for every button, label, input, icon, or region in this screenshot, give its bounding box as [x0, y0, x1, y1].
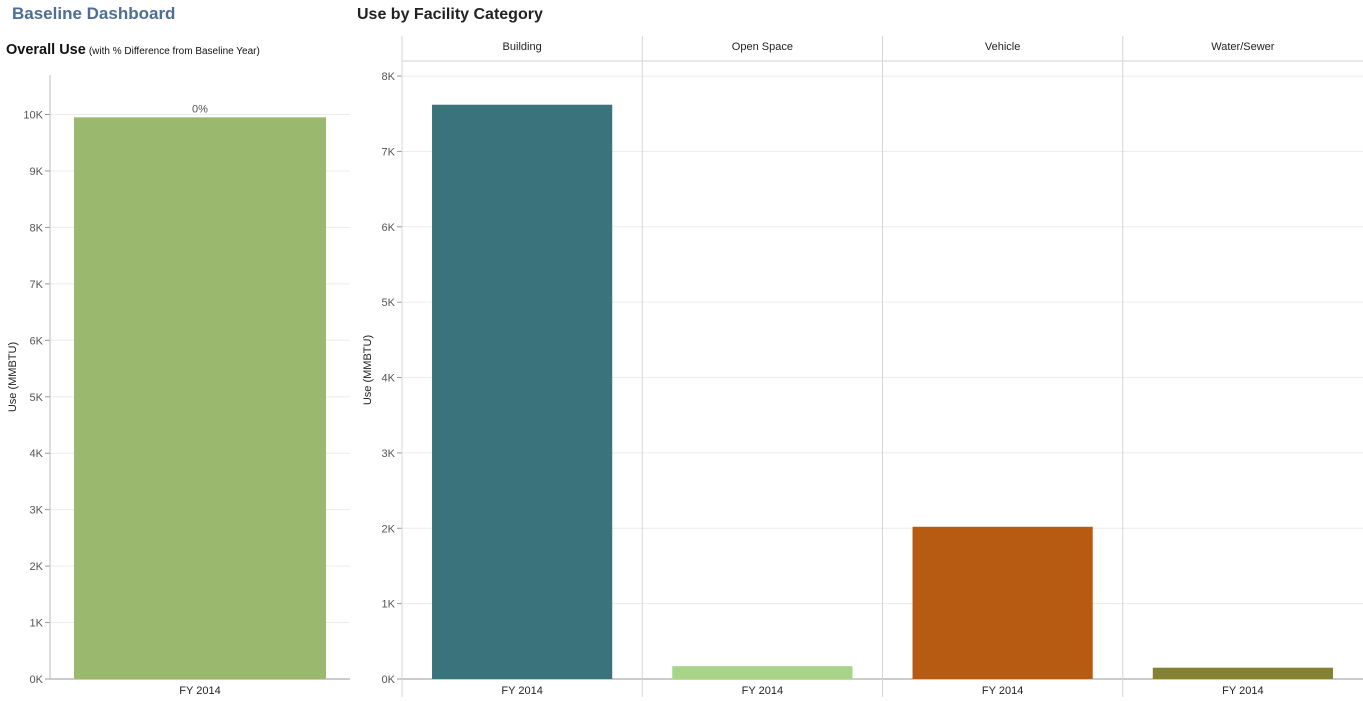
category-bar [912, 526, 1093, 679]
overall-bar-data-label: 0% [192, 103, 208, 115]
category-panel-header: Building [503, 41, 542, 53]
category-bar [1152, 667, 1333, 679]
overall-y-tick-label: 1K [30, 618, 44, 630]
overall-x-tick-label: FY 2014 [179, 685, 220, 697]
overall-y-tick-label: 10K [23, 110, 43, 122]
category-y-tick-label: 2K [382, 523, 396, 535]
category-y-tick-label: 7K [382, 146, 396, 158]
overall-chart-title: Overall Use (with % Difference from Basel… [6, 42, 260, 58]
overall-y-axis-label: Use (MMBTU) [7, 342, 19, 412]
category-x-tick-label: FY 2014 [501, 685, 542, 697]
category-bar [432, 104, 613, 679]
category-y-tick-label: 4K [382, 373, 396, 385]
dashboard-title: Baseline Dashboard [12, 4, 176, 23]
overall-y-tick-label: 7K [30, 279, 44, 291]
overall-y-tick-label: 2K [30, 561, 44, 573]
category-y-tick-label: 5K [382, 297, 396, 309]
overall-y-tick-label: 8K [30, 222, 44, 234]
overall-title-note: (with % Difference from Baseline Year) [88, 46, 260, 57]
category-y-tick-label: 3K [382, 448, 396, 460]
category-chart-title: Use by Facility Category [357, 6, 543, 23]
overall-y-tick-label: 3K [30, 505, 44, 517]
overall-title-text: Overall Use [6, 42, 86, 58]
overall-y-tick-label: 0K [30, 674, 44, 686]
category-panel-header: Vehicle [985, 41, 1020, 53]
category-x-tick-label: FY 2014 [982, 685, 1023, 697]
overall-y-tick-label: 9K [30, 166, 44, 178]
category-y-tick-label: 6K [382, 222, 396, 234]
category-x-tick-label: FY 2014 [742, 685, 783, 697]
category-y-axis-label: Use (MMBTU) [362, 335, 374, 405]
category-x-tick-label: FY 2014 [1222, 685, 1263, 697]
overall-y-tick-label: 5K [30, 392, 44, 404]
overall-y-tick-label: 4K [30, 448, 44, 460]
category-y-tick-label: 1K [382, 599, 396, 611]
category-panel-header: Open Space [732, 41, 793, 53]
category-panel-header: Water/Sewer [1211, 41, 1275, 53]
category-bar [672, 666, 853, 679]
overall-y-tick-label: 6K [30, 335, 44, 347]
overall-bar [74, 117, 326, 680]
category-y-tick-label: 0K [382, 674, 396, 686]
category-y-tick-label: 8K [382, 71, 396, 83]
